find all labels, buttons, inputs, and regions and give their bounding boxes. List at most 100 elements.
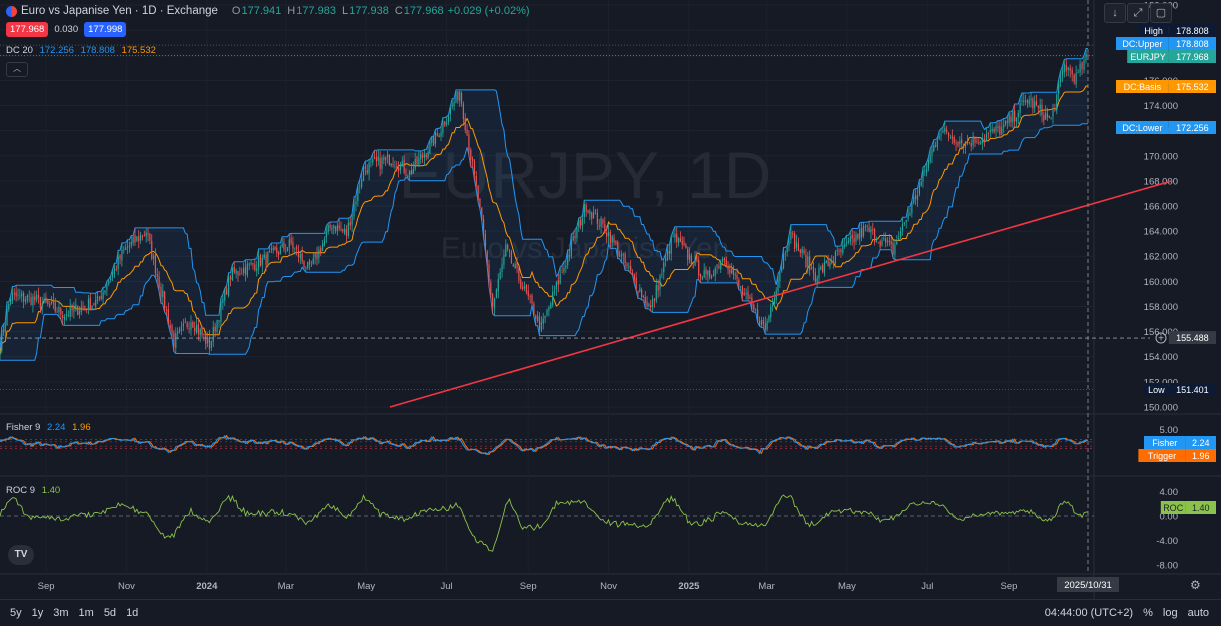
low-label: L [341,5,349,17]
candle-body [705,268,707,274]
percent-toggle[interactable]: % [1143,607,1153,619]
candle-body [755,310,757,311]
candle-body [401,161,403,167]
timeframe-3m[interactable]: 3m [53,607,69,619]
add-alert-icon [1155,332,1167,344]
candle-body [650,305,652,308]
fisher-legend[interactable]: Fisher 9 2.24 1.96 [6,422,91,433]
candle-body [799,250,801,253]
candle-body [470,149,472,160]
candle-body [709,270,711,278]
candle-body [1028,100,1030,104]
candle-body [567,255,569,266]
price-tick-label: 174.000 [1144,101,1178,112]
candle-body [641,289,643,298]
time-tick-label: Nov [600,581,617,592]
change-value: +0.029 (+0.02%) [447,5,530,17]
candle-body [898,238,900,240]
candle-body [964,141,967,148]
candle-body [243,268,245,274]
trigger-label-name: Trigger [1148,451,1176,461]
candle-body [292,241,294,249]
candle-body [457,91,459,101]
fisher-legend-trigger: 1.96 [72,422,91,433]
candle-body [451,104,453,107]
timeframe-5d[interactable]: 5d [103,607,117,619]
arrow-down-icon[interactable]: ↓ [1104,3,1126,23]
candle-body [1017,113,1019,117]
candle-body [890,241,892,245]
candle-body [143,235,145,236]
fisher-label-value-bg [1185,436,1216,449]
candle-body [140,234,142,241]
candle-body [195,325,198,333]
buy-button[interactable]: 177.998 [84,22,127,37]
candle-body [933,145,935,151]
candle-body [598,225,600,227]
candle-body [377,156,379,161]
candle-body [927,160,929,169]
auto-toggle[interactable]: auto [1187,607,1209,619]
candle-body [276,248,278,254]
candle-body [786,247,788,253]
log-toggle[interactable]: log [1162,607,1178,619]
candle-body [991,128,993,131]
watermark-symbol: EURJPY, 1D [399,138,772,212]
candle-body [1043,115,1045,121]
candle-body [944,128,946,132]
candle-body [578,220,580,228]
candle-body [241,273,243,275]
candle-body [301,253,303,262]
candle-body [6,309,8,326]
candle-body [533,303,535,316]
candle-body [34,296,36,301]
candle-body [646,301,648,307]
candle-body [760,320,763,326]
sell-button[interactable]: 177.968 [6,22,49,37]
candle-body [318,249,320,259]
candle-body [630,266,632,272]
low-value: 177.938 [349,5,389,17]
candle-body [1037,105,1039,108]
roc-legend[interactable]: ROC 9 1.40 [6,485,60,496]
dc-legend[interactable]: DC 20 172.256 178.808 175.532 [6,45,156,56]
timeframe-5y[interactable]: 5y [10,607,22,619]
maximize-icon[interactable]: ⤢ [1127,3,1149,23]
candle-body [615,241,617,244]
candle-body [624,253,626,264]
candle-body [740,286,742,288]
candle-body [901,224,904,231]
candle-body [49,304,51,306]
timeframe-1d[interactable]: 1d [126,607,139,619]
candle-body [288,239,290,248]
candle-body [98,297,100,299]
candle-body [626,264,628,266]
candle-body [497,279,499,292]
candle-body [58,306,60,313]
candle-body [154,254,157,274]
candle-body [707,270,709,276]
timeframe-1m[interactable]: 1m [78,607,94,619]
candle-body [89,297,91,311]
low-label-name-bg [1144,383,1169,396]
chart-canvas[interactable]: 182.000180.000178.000176.000174.000172.0… [0,0,1221,600]
restore-icon[interactable]: ▢ [1150,3,1172,23]
collapse-legend-icon[interactable]: ︿ [6,62,28,77]
candle-body [364,166,366,169]
candle-body [372,159,374,163]
candle-body [1008,114,1010,124]
dc-upper-label-name: DC:Upper [1122,39,1162,49]
symbol-title[interactable]: Euro vs Japanise Yen · 1D · Exchange [21,5,218,17]
settings-icon[interactable]: ⚙ [1190,578,1201,592]
candle-body [611,236,613,243]
price-tick-label: 158.000 [1144,302,1178,313]
candle-body [104,290,106,293]
clock-display[interactable]: 04:44:00 (UTC+2) [1044,607,1134,619]
candle-body [940,133,942,136]
timeframe-1y[interactable]: 1y [31,607,44,619]
candle-body [1059,76,1062,83]
candle-body [805,255,807,268]
candle-body [659,276,661,290]
candle-body [816,277,818,284]
candle-body [21,293,23,297]
